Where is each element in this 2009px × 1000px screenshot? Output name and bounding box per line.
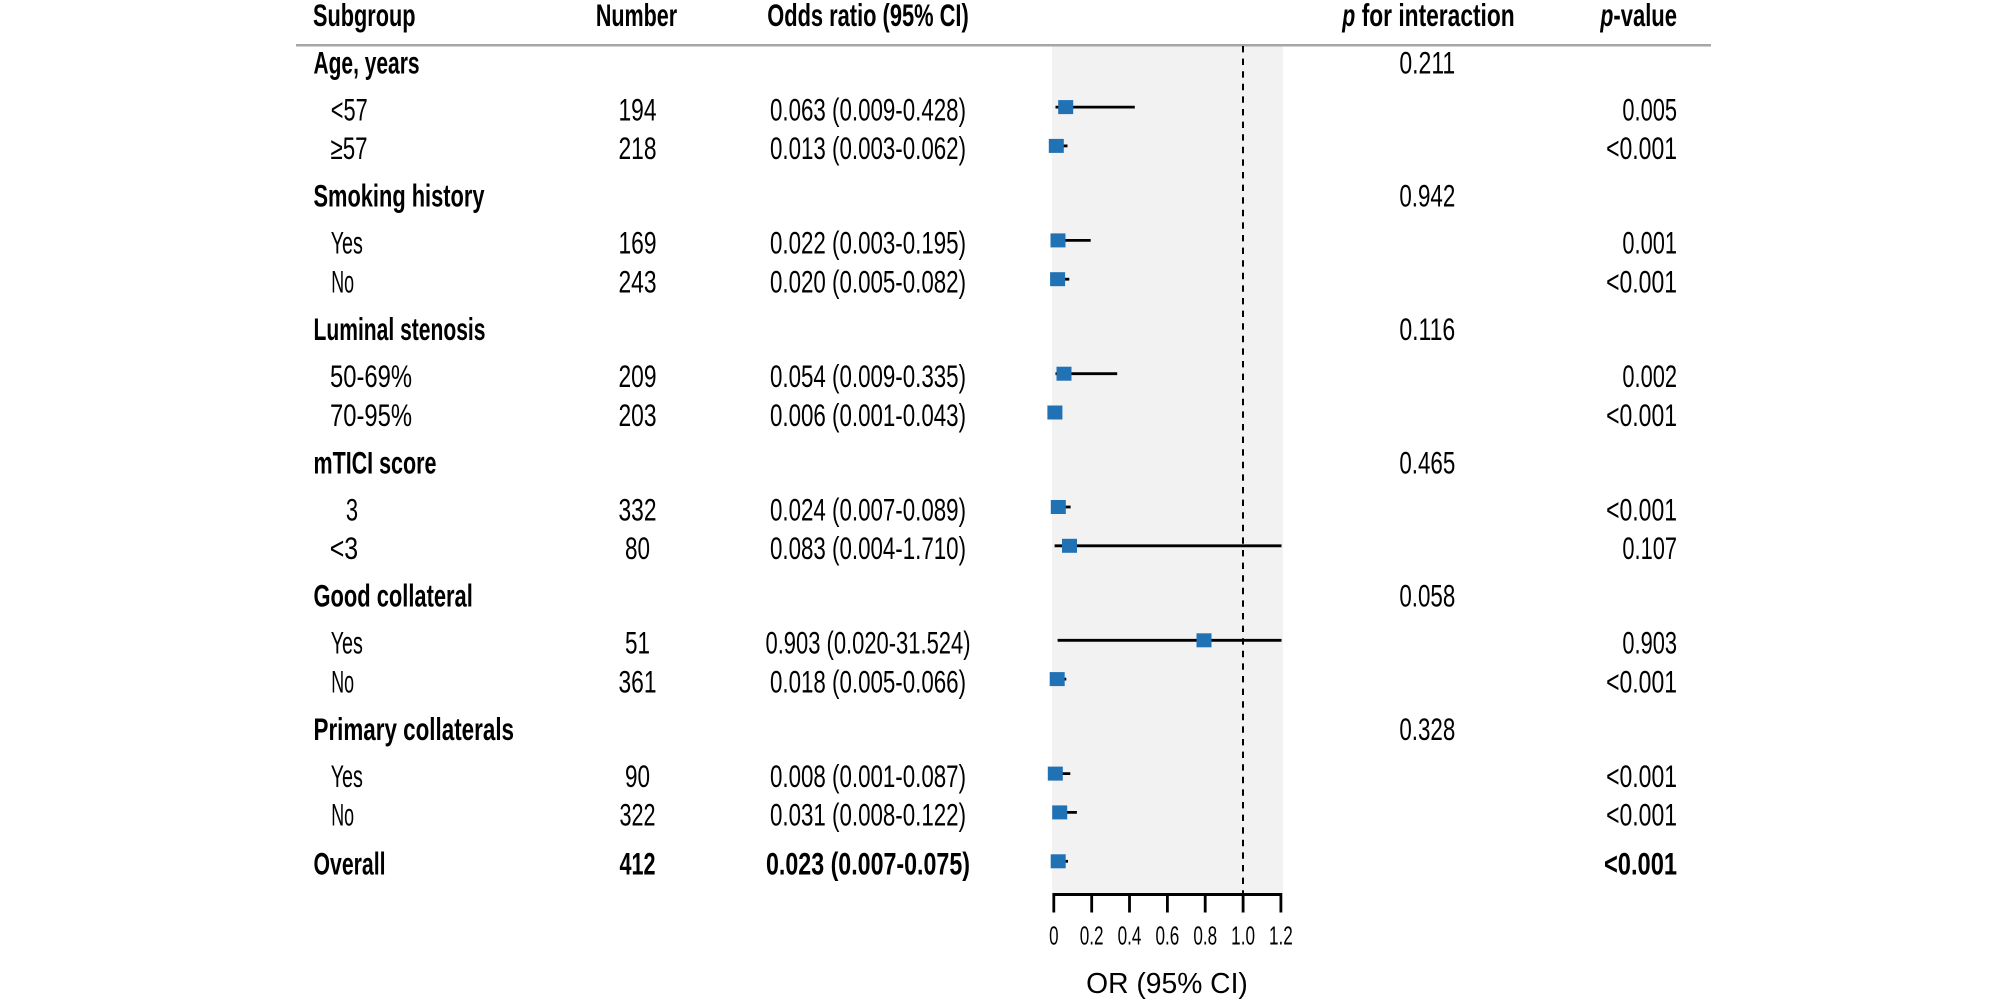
svg-text:0: 0	[1049, 921, 1058, 951]
svg-text:Smoking history: Smoking history	[314, 179, 485, 214]
svg-text:p: p	[1342, 0, 1356, 33]
svg-text:for interaction: for interaction	[1362, 0, 1515, 33]
svg-text:0.211: 0.211	[1399, 45, 1455, 80]
svg-text:0.328: 0.328	[1399, 712, 1455, 747]
svg-text:0.903: 0.903	[1622, 626, 1677, 661]
svg-text:0.903 (0.020-31.524): 0.903 (0.020-31.524)	[766, 626, 971, 661]
svg-text:0.008 (0.001-0.087): 0.008 (0.001-0.087)	[770, 759, 966, 794]
svg-text:332: 332	[619, 492, 657, 527]
svg-text:361: 361	[619, 664, 657, 699]
svg-text:0.6: 0.6	[1155, 921, 1179, 951]
svg-text:0.107: 0.107	[1622, 531, 1677, 566]
svg-text:<0.001: <0.001	[1604, 847, 1677, 882]
svg-text:Good collateral: Good collateral	[314, 579, 473, 614]
svg-text:0.116: 0.116	[1399, 312, 1455, 347]
svg-text:0.942: 0.942	[1399, 179, 1455, 214]
svg-text:0.001: 0.001	[1622, 226, 1677, 261]
svg-text:Number: Number	[596, 0, 677, 33]
svg-text:Yes: Yes	[331, 759, 363, 794]
svg-text:Yes: Yes	[331, 626, 363, 661]
svg-text:-value: -value	[1613, 0, 1677, 33]
svg-text:0.054 (0.009-0.335): 0.054 (0.009-0.335)	[770, 359, 966, 394]
svg-text:0.018 (0.005-0.066): 0.018 (0.005-0.066)	[770, 664, 966, 699]
svg-text:0.2: 0.2	[1080, 921, 1104, 951]
svg-text:Luminal stenosis: Luminal stenosis	[314, 312, 486, 347]
svg-text:0.022 (0.003-0.195): 0.022 (0.003-0.195)	[770, 226, 966, 261]
svg-text:OR (95% CI): OR (95% CI)	[1086, 967, 1248, 999]
svg-text:218: 218	[619, 131, 657, 166]
svg-text:0.006 (0.001-0.043): 0.006 (0.001-0.043)	[770, 398, 966, 433]
svg-text:≥57: ≥57	[331, 131, 368, 166]
svg-text:1.2: 1.2	[1269, 921, 1293, 951]
svg-text:Primary collaterals: Primary collaterals	[314, 712, 515, 747]
svg-text:0.031 (0.008-0.122): 0.031 (0.008-0.122)	[770, 798, 966, 833]
svg-text:194: 194	[619, 92, 657, 127]
svg-text:90: 90	[625, 759, 650, 794]
svg-text:<0.001: <0.001	[1606, 492, 1677, 527]
svg-text:<0.001: <0.001	[1606, 759, 1677, 794]
svg-text:209: 209	[619, 359, 657, 394]
svg-text:0.058: 0.058	[1399, 579, 1455, 614]
svg-text:<0.001: <0.001	[1606, 398, 1677, 433]
svg-text:Subgroup: Subgroup	[313, 0, 416, 33]
svg-text:412: 412	[620, 847, 656, 882]
svg-text:322: 322	[620, 798, 656, 833]
svg-text:0.465: 0.465	[1399, 445, 1455, 480]
svg-text:mTICI score: mTICI score	[314, 445, 437, 480]
svg-text:243: 243	[619, 265, 657, 300]
svg-text:<57: <57	[331, 92, 368, 127]
svg-text:203: 203	[619, 398, 657, 433]
svg-text:0.023 (0.007-0.075): 0.023 (0.007-0.075)	[766, 847, 970, 882]
svg-text:No: No	[331, 798, 354, 833]
svg-text:0.024 (0.007-0.089): 0.024 (0.007-0.089)	[770, 492, 966, 527]
svg-text:p: p	[1600, 0, 1614, 33]
svg-text:0.4: 0.4	[1118, 921, 1142, 951]
svg-text:Age, years: Age, years	[314, 45, 420, 80]
svg-text:169: 169	[619, 226, 657, 261]
svg-text:70-95%: 70-95%	[330, 398, 412, 433]
svg-text:0.020 (0.005-0.082): 0.020 (0.005-0.082)	[770, 265, 966, 300]
svg-text:3: 3	[346, 492, 358, 527]
svg-text:<0.001: <0.001	[1606, 265, 1677, 300]
svg-text:0.063 (0.009-0.428): 0.063 (0.009-0.428)	[770, 92, 966, 127]
svg-text:<0.001: <0.001	[1606, 131, 1677, 166]
svg-text:0.8: 0.8	[1193, 921, 1217, 951]
svg-text:Yes: Yes	[331, 226, 363, 261]
svg-text:Odds ratio (95% CI): Odds ratio (95% CI)	[767, 0, 969, 33]
svg-text:<0.001: <0.001	[1606, 664, 1677, 699]
svg-text:<0.001: <0.001	[1606, 798, 1677, 833]
svg-text:50-69%: 50-69%	[330, 359, 412, 394]
svg-text:1.0: 1.0	[1231, 921, 1255, 951]
svg-text:No: No	[331, 664, 354, 699]
svg-text:Overall: Overall	[314, 847, 386, 882]
svg-text:80: 80	[625, 531, 650, 566]
svg-text:0.002: 0.002	[1622, 359, 1677, 394]
svg-text:<3: <3	[330, 531, 358, 566]
svg-text:0.013 (0.003-0.062): 0.013 (0.003-0.062)	[770, 131, 966, 166]
svg-text:No: No	[331, 265, 354, 300]
svg-text:0.005: 0.005	[1622, 92, 1677, 127]
svg-text:0.083 (0.004-1.710): 0.083 (0.004-1.710)	[770, 531, 966, 566]
svg-text:51: 51	[625, 626, 650, 661]
